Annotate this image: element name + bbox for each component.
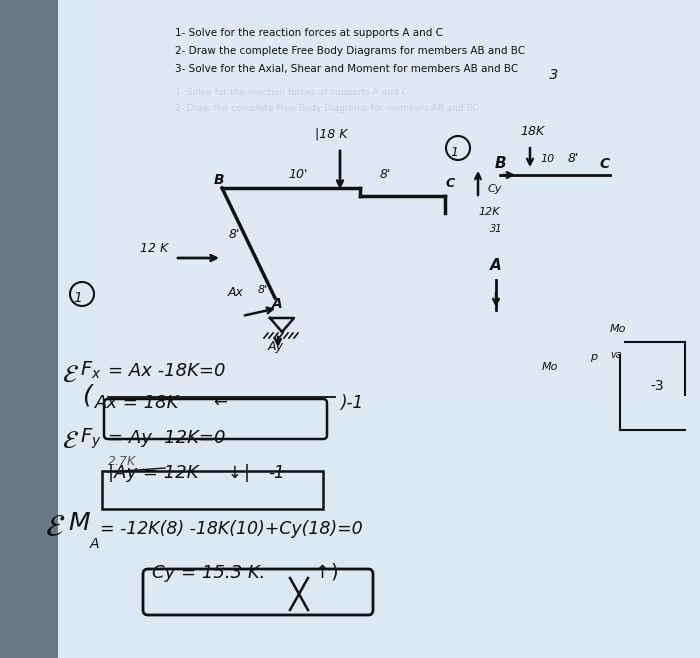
Text: 2- Draw the complete Free Body Diagrams for members AB and BC: 2- Draw the complete Free Body Diagrams … — [175, 46, 525, 56]
Text: ↑: ↑ — [314, 564, 329, 582]
Text: 31: 31 — [490, 224, 503, 234]
Text: 3: 3 — [545, 68, 559, 82]
Polygon shape — [58, 0, 700, 658]
Text: A: A — [90, 537, 99, 551]
Text: $F_y$: $F_y$ — [80, 427, 101, 451]
Text: 8': 8' — [380, 168, 391, 181]
Text: 2- Draw the complete Free Body Diagrams for members AB and BC: 2- Draw the complete Free Body Diagrams … — [175, 104, 479, 113]
Text: |18 K: |18 K — [315, 128, 347, 141]
Text: $\mathcal{E}$: $\mathcal{E}$ — [62, 363, 79, 387]
Text: 1: 1 — [74, 291, 83, 305]
Text: 8': 8' — [568, 152, 580, 165]
Text: $M$: $M$ — [68, 511, 91, 535]
Text: 12K: 12K — [478, 207, 500, 217]
Text: Cy = 15.3 K.: Cy = 15.3 K. — [152, 564, 265, 582]
Text: |: | — [244, 464, 250, 482]
Text: 1: 1 — [450, 145, 458, 159]
Text: A: A — [272, 297, 283, 311]
Text: 1- Solve for the reaction forces at supports A and C: 1- Solve for the reaction forces at supp… — [175, 28, 443, 38]
Text: va: va — [610, 350, 622, 360]
Polygon shape — [0, 0, 60, 658]
Text: ←: ← — [213, 394, 227, 412]
Text: 1- Solve for the reaction forces at supports A and C: 1- Solve for the reaction forces at supp… — [175, 88, 407, 97]
Text: = Ay -12K=0: = Ay -12K=0 — [108, 429, 225, 447]
Text: $\mathcal{E}$: $\mathcal{E}$ — [62, 429, 79, 453]
Text: )-1: )-1 — [340, 394, 363, 412]
Text: p: p — [590, 352, 597, 362]
Text: A: A — [490, 258, 502, 273]
Text: Ax = 18K: Ax = 18K — [95, 394, 179, 412]
Text: 18K: 18K — [520, 125, 545, 138]
Text: 10: 10 — [540, 154, 554, 164]
Text: 3- Solve for the Axial, Shear and Moment for members AB and BC: 3- Solve for the Axial, Shear and Moment… — [175, 64, 518, 74]
Text: Ay: Ay — [268, 340, 284, 353]
Text: Ax: Ax — [228, 286, 244, 299]
Text: Cy: Cy — [488, 184, 503, 194]
Text: -1: -1 — [268, 464, 285, 482]
Text: C: C — [600, 157, 610, 171]
Text: Mo: Mo — [542, 362, 559, 372]
Text: B: B — [495, 156, 507, 171]
Text: 10': 10' — [288, 168, 307, 181]
Text: -3: -3 — [650, 379, 664, 393]
Text: = Ax -18K=0: = Ax -18K=0 — [108, 362, 225, 380]
Text: 2.7K: 2.7K — [108, 455, 136, 468]
Text: ↓: ↓ — [228, 464, 242, 482]
Text: C: C — [446, 177, 455, 190]
Text: 8': 8' — [229, 228, 240, 241]
Text: |Ay = 12K: |Ay = 12K — [108, 464, 199, 482]
Text: B: B — [214, 173, 225, 187]
Text: 8': 8' — [258, 285, 268, 295]
Text: (: ( — [82, 384, 92, 408]
Polygon shape — [100, 0, 700, 400]
Text: = -12K(8) -18K(10)+Cy(18)=0: = -12K(8) -18K(10)+Cy(18)=0 — [100, 520, 363, 538]
Text: ): ) — [330, 563, 337, 582]
Text: 12 K: 12 K — [140, 242, 168, 255]
Text: $F_x$: $F_x$ — [80, 360, 101, 381]
Text: $\mathcal{E}$: $\mathcal{E}$ — [45, 513, 65, 542]
Text: Mo: Mo — [610, 324, 627, 334]
